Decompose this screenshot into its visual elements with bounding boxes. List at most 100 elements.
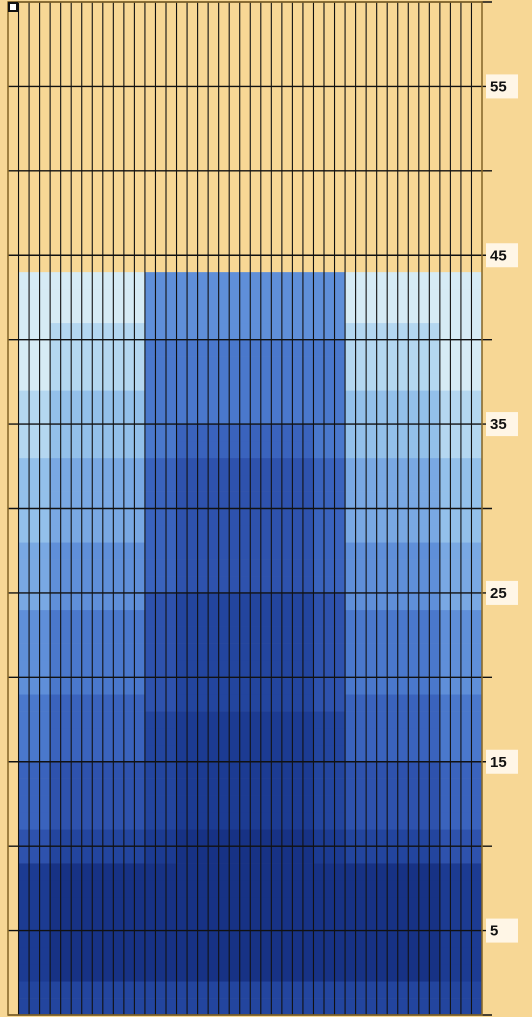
pattern-cell [334, 947, 346, 965]
pattern-cell [345, 525, 356, 543]
pattern-cell [302, 609, 314, 627]
pattern-cell [324, 778, 335, 796]
pattern-cell [197, 998, 209, 1016]
pattern-cell [334, 998, 346, 1016]
pattern-cell [81, 964, 93, 982]
pattern-cell [345, 727, 356, 746]
pattern-cell [429, 795, 441, 813]
pattern-cell [239, 795, 251, 813]
pattern-cell [50, 947, 61, 965]
pattern-cell [18, 609, 30, 627]
pattern-cell [429, 542, 441, 560]
pattern-cell [176, 727, 188, 746]
pattern-cell [60, 559, 72, 577]
pattern-cell [429, 576, 441, 594]
pattern-cell [18, 778, 30, 796]
pattern-cell [197, 913, 209, 931]
pattern-cell [376, 542, 388, 560]
pattern-cell [387, 373, 399, 391]
pattern-cell [166, 879, 177, 898]
pattern-cell [324, 744, 335, 763]
pattern-cell [229, 272, 241, 290]
pattern-cell [239, 356, 251, 374]
pattern-cell [313, 711, 325, 729]
pattern-cell [92, 677, 104, 695]
pattern-cell [408, 947, 420, 965]
pattern-cell [71, 407, 83, 425]
pattern-cell [408, 440, 420, 459]
pattern-cell [39, 474, 51, 492]
pattern-cell [418, 457, 430, 476]
pattern-cell [71, 626, 83, 644]
pattern-cell [39, 829, 51, 847]
pattern-cell [355, 744, 367, 763]
pattern-cell [39, 272, 51, 290]
pattern-cell [408, 356, 420, 374]
pattern-cell [71, 559, 83, 577]
pattern-cell [460, 491, 472, 509]
pattern-cell [250, 272, 262, 290]
pattern-cell [229, 609, 241, 627]
pattern-cell [450, 761, 462, 779]
pattern-cell [208, 998, 219, 1016]
pattern-cell [355, 609, 367, 627]
pattern-cell [355, 457, 367, 476]
pattern-cell [460, 356, 472, 374]
pattern-cell [366, 457, 377, 476]
pattern-cell [260, 424, 272, 442]
pattern-cell [239, 491, 251, 509]
pattern-cell [281, 322, 293, 340]
pattern-cell [113, 576, 125, 594]
pattern-cell [166, 998, 177, 1016]
pattern-cell [418, 998, 430, 1016]
pattern-cell [387, 795, 399, 813]
pattern-cell [166, 913, 177, 931]
pattern-cell [239, 609, 251, 627]
pattern-cell [387, 542, 399, 560]
pattern-cell [471, 643, 483, 661]
pattern-cell [166, 576, 177, 594]
pattern-cell [144, 407, 156, 425]
pattern-cell [376, 896, 388, 914]
pattern-cell [418, 576, 430, 594]
pattern-cell [123, 896, 135, 914]
pattern-cell [250, 947, 262, 965]
pattern-cell [155, 626, 167, 644]
pattern-cell [39, 846, 51, 864]
pattern-cell [450, 373, 462, 391]
pattern-cell [123, 744, 135, 763]
pattern-cell [471, 896, 483, 914]
pattern-cell [366, 694, 377, 712]
pattern-cell [229, 424, 241, 442]
pattern-cell [187, 508, 198, 526]
pattern-cell [376, 491, 388, 509]
pattern-cell [92, 609, 104, 627]
pattern-cell [302, 592, 314, 611]
pattern-cell [134, 289, 146, 307]
pattern-cell [302, 643, 314, 661]
pattern-cell [324, 660, 335, 678]
pattern-cell [229, 879, 241, 898]
corner-marker-icon[interactable] [8, 2, 18, 12]
pattern-cell [271, 373, 283, 391]
pattern-cell [155, 727, 167, 746]
y-tick-label: 25 [490, 585, 507, 602]
pattern-cell [81, 795, 93, 813]
pattern-cell [239, 829, 251, 847]
pattern-cell [166, 474, 177, 492]
pattern-cell [187, 373, 198, 391]
pattern-cell [229, 812, 241, 830]
pattern-cell [281, 491, 293, 509]
pattern-cell [176, 694, 188, 712]
pattern-cell [187, 390, 198, 408]
pattern-cell [460, 272, 472, 290]
pattern-cell [366, 778, 377, 796]
pattern-cell [50, 542, 61, 560]
pattern-cell [334, 576, 346, 594]
pattern-cell [387, 981, 399, 999]
pattern-cell [102, 626, 114, 644]
pattern-cell [313, 609, 325, 627]
pattern-cell [81, 694, 93, 712]
pattern-cell [313, 542, 325, 560]
pattern-cell [387, 964, 399, 982]
